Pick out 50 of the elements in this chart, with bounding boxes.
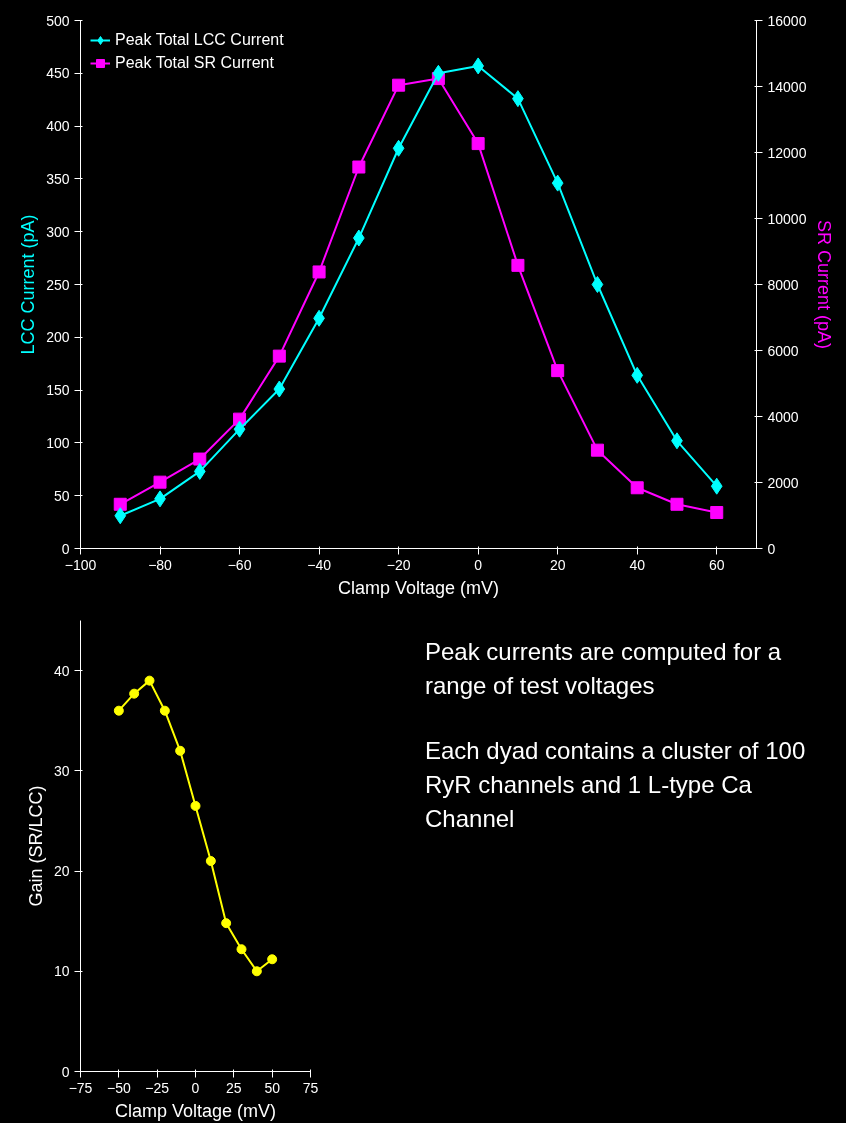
- y-tick-label: 450: [46, 65, 70, 82]
- y2-tick-label: 0: [767, 540, 776, 557]
- x-tick-label: 20: [549, 556, 566, 573]
- y2-tick-label: 10000: [767, 210, 807, 227]
- y-tick-label: 150: [46, 382, 70, 399]
- y-tick-label: 30: [53, 762, 70, 779]
- x-tick-label: 50: [264, 1079, 281, 1096]
- x-tick-label: 60: [708, 556, 725, 573]
- y-tick-label: 0: [61, 540, 70, 557]
- y-axis-title: LCC Current (pA): [18, 214, 39, 355]
- y-tick-label: 500: [46, 12, 70, 29]
- y-tick-label: 10: [53, 963, 70, 980]
- y-tick-label: 40: [53, 662, 70, 679]
- x-tick-label: 75: [302, 1079, 319, 1096]
- legend-label: Peak Total LCC Current: [115, 31, 284, 49]
- y-tick-label: 250: [46, 276, 70, 293]
- y-tick-label: 300: [46, 223, 70, 240]
- y-tick-label: 0: [61, 1063, 70, 1080]
- y-tick-label: 50: [53, 487, 70, 504]
- y2-tick-label: 14000: [767, 78, 807, 95]
- y-tick-label: 20: [53, 863, 70, 880]
- x-tick-label: −60: [227, 556, 252, 573]
- y-tick-label: 100: [46, 434, 70, 451]
- x-tick-label: −25: [145, 1079, 170, 1096]
- text: Peak currents are computed for a range of test voltages: [425, 637, 783, 702]
- y-tick-label: 200: [46, 329, 70, 346]
- y2-tick-label: 8000: [767, 276, 799, 293]
- y2-tick-label: 2000: [767, 474, 799, 491]
- legend-label: Peak Total SR Current: [115, 54, 274, 72]
- y-tick-label: 400: [46, 118, 70, 135]
- x-tick-label: 0: [191, 1079, 200, 1096]
- x-tick-label: −20: [386, 556, 411, 573]
- x-tick-label: 25: [226, 1079, 242, 1096]
- y2-tick-label: 6000: [767, 342, 799, 359]
- x-tick-label: −50: [106, 1079, 131, 1096]
- x-tick-label: −75: [68, 1079, 93, 1096]
- y2-axis-title: SR Current (pA): [814, 219, 835, 350]
- y2-tick-label: 4000: [767, 408, 799, 425]
- x-axis-title: Clamp Voltage (mV): [337, 577, 500, 598]
- y2-tick-label: 16000: [767, 12, 807, 29]
- x-tick-label: 40: [629, 556, 646, 573]
- x-tick-label: 0: [474, 556, 483, 573]
- y-tick-label: 350: [46, 170, 70, 187]
- x-tick-label: −100: [64, 556, 97, 573]
- x-axis-title: Clamp Voltage (mV): [114, 1100, 277, 1121]
- text: Each dyad contains a cluster of 100 RyR channels and 1 L-type Ca Channel: [425, 735, 807, 835]
- y-axis-title: Gain (SR/LCC): [25, 785, 46, 907]
- x-tick-label: −40: [307, 556, 332, 573]
- x-tick-label: −80: [148, 556, 173, 573]
- y2-tick-label: 12000: [767, 144, 807, 161]
